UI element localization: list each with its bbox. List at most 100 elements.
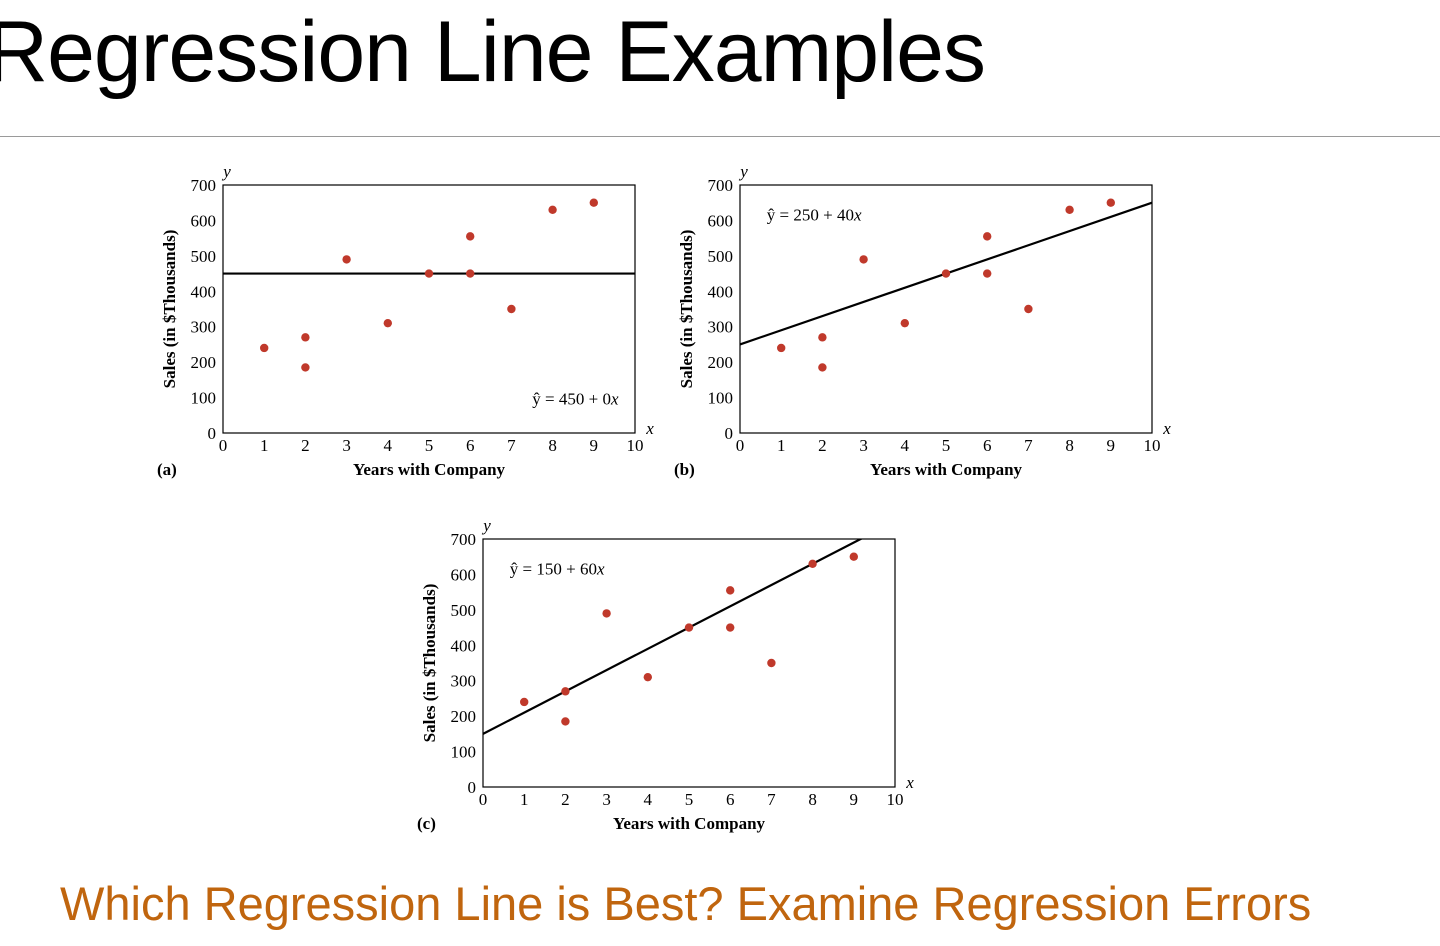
y-tick-label: 0 (725, 424, 734, 443)
panel-label: (a) (157, 460, 177, 479)
x-tick-label: 10 (887, 790, 904, 809)
data-point (684, 623, 694, 632)
data-point (466, 232, 475, 241)
x-tick-label: 0 (736, 436, 745, 455)
plot-frame (739, 184, 1153, 434)
x-tick-label: 4 (901, 436, 910, 455)
data-point (859, 255, 868, 264)
x-tick-label: 3 (342, 436, 351, 455)
data-point (561, 717, 570, 726)
y-tick-label: 400 (451, 636, 477, 655)
data-point (941, 269, 951, 278)
y-tick-label: 300 (451, 672, 477, 691)
data-point (520, 697, 529, 707)
data-point (561, 687, 570, 696)
y-axis-letter: y (481, 516, 491, 535)
y-axis-label: Sales (in $Thousands) (677, 230, 696, 389)
x-tick-label: 5 (942, 436, 951, 455)
x-tick-label: 10 (1144, 436, 1161, 455)
data-point (383, 318, 392, 328)
y-tick-label: 200 (708, 353, 734, 372)
y-tick-label: 700 (451, 530, 477, 549)
regression-equation: ŷ = 450 + 0x (532, 390, 619, 409)
y-axis-letter: y (221, 162, 231, 181)
x-axis-label: Years with Company (353, 460, 506, 479)
x-tick-label: 7 (1024, 436, 1033, 455)
data-point (818, 363, 827, 372)
x-tick-label: 8 (1065, 436, 1074, 455)
regression-equation: ŷ = 150 + 60x (510, 559, 605, 578)
data-point (767, 658, 776, 668)
y-axis-letter: y (738, 162, 748, 181)
y-tick-label: 500 (451, 601, 477, 620)
slide-footer-question: Which Regression Line is Best? Examine R… (60, 877, 1312, 930)
plot-frame (222, 184, 636, 434)
x-tick-label: 7 (767, 790, 776, 809)
data-point (548, 205, 557, 214)
y-tick-label: 100 (191, 389, 217, 408)
x-tick-label: 9 (1107, 436, 1116, 455)
y-tick-label: 200 (191, 353, 217, 372)
panel-label: (b) (674, 460, 695, 479)
data-point (424, 269, 434, 278)
data-point (1106, 198, 1115, 207)
data-point (983, 269, 992, 278)
x-tick-label: 1 (520, 790, 529, 809)
y-axis-label: Sales (in $Thousands) (160, 230, 179, 389)
data-point (900, 318, 909, 328)
y-tick-label: 500 (708, 247, 734, 266)
data-point (777, 343, 786, 353)
data-point (1065, 205, 1074, 214)
y-tick-label: 300 (708, 318, 734, 337)
x-axis-letter: x (645, 419, 654, 438)
x-tick-label: 8 (808, 790, 817, 809)
title-divider (0, 136, 1440, 137)
x-tick-label: 2 (818, 436, 827, 455)
x-tick-label: 5 (685, 790, 694, 809)
x-tick-label: 1 (777, 436, 786, 455)
x-tick-label: 6 (466, 436, 475, 455)
x-tick-label: 8 (548, 436, 557, 455)
x-axis-letter: x (905, 773, 914, 792)
scatter-plot-svg: 0 100 200 300 400 500 600 700 0 1 2 3 4 5 6 7 8 9 10 y x Year… (157, 162, 654, 479)
data-point (818, 333, 827, 342)
x-axis-letter: x (1162, 419, 1171, 438)
data-point (643, 672, 652, 682)
y-tick-label: 600 (708, 211, 734, 230)
data-point (808, 559, 817, 568)
x-tick-label: 1 (260, 436, 269, 455)
x-tick-label: 7 (507, 436, 516, 455)
x-tick-label: 6 (983, 436, 992, 455)
panel-label: (c) (417, 814, 436, 833)
x-axis-label: Years with Company (870, 460, 1023, 479)
plot-frame (482, 538, 896, 788)
x-tick-label: 0 (479, 790, 488, 809)
x-tick-label: 2 (561, 790, 570, 809)
y-tick-label: 700 (191, 176, 217, 195)
x-tick-label: 0 (219, 436, 228, 455)
data-point (589, 198, 598, 207)
data-point (983, 232, 992, 241)
chart-panel-a: 0 100 200 300 400 500 600 700 0 1 2 3 4 5 6 7 8 9 10 y x Year… (150, 160, 670, 490)
x-tick-label: 10 (627, 436, 644, 455)
data-point (301, 333, 310, 342)
y-tick-label: 400 (708, 282, 734, 301)
y-tick-label: 0 (208, 424, 217, 443)
y-tick-label: 100 (451, 743, 477, 762)
y-tick-label: 600 (451, 565, 477, 584)
scatter-plot-svg: 0 100 200 300 400 500 600 700 0 1 2 3 4 5 6 7 8 9 10 y x Year… (674, 162, 1171, 479)
y-tick-label: 700 (708, 176, 734, 195)
x-tick-label: 3 (602, 790, 611, 809)
scatter-plot-svg: 0 100 200 300 400 500 600 700 0 1 2 3 4 5 6 7 8 9 10 y x Year… (417, 516, 914, 833)
y-tick-label: 500 (191, 247, 217, 266)
chart-panel-b: 0 100 200 300 400 500 600 700 0 1 2 3 4 5 6 7 8 9 10 y x Year… (667, 160, 1187, 490)
data-point (507, 304, 516, 314)
data-point (726, 623, 735, 632)
y-tick-label: 600 (191, 211, 217, 230)
y-tick-label: 0 (468, 778, 477, 797)
y-tick-label: 300 (191, 318, 217, 337)
x-tick-label: 2 (301, 436, 310, 455)
slide-title: Regression Line Examples (0, 4, 986, 100)
data-point (301, 363, 310, 372)
data-point (849, 552, 858, 561)
